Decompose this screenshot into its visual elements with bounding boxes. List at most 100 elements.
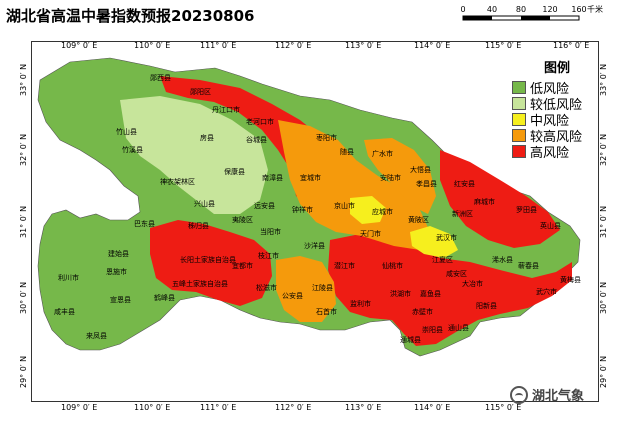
place-label: 罗田县: [516, 206, 537, 214]
lon-label-top: 111° 0′ E: [200, 41, 236, 50]
region-lower-risk: [120, 96, 268, 214]
place-label: 安陆市: [380, 173, 401, 182]
place-label: 嘉鱼县: [420, 289, 441, 298]
lon-label-top: 113° 0′ E: [345, 41, 381, 50]
place-label: 蕲春县: [518, 261, 539, 270]
region-high-risk: [440, 150, 560, 248]
place-label: 浠水县: [492, 255, 513, 264]
lat-label-right: 30° 0′ N: [599, 282, 608, 314]
place-label: 宜城市: [300, 173, 321, 182]
place-label: 咸丰县: [54, 307, 75, 316]
legend-label: 低风险: [530, 81, 570, 97]
lat-label-left: 33° 0′ N: [19, 64, 28, 96]
place-label: 老河口市: [246, 117, 274, 126]
place-label: 宜都市: [232, 261, 253, 270]
place-label: 竹溪县: [122, 145, 143, 154]
legend-item-higher: 较高风险: [512, 127, 602, 145]
place-label: 洪湖市: [390, 289, 411, 298]
place-label: 公安县: [282, 291, 303, 300]
legend-swatch: [512, 80, 526, 94]
place-label: 松滋市: [256, 283, 277, 292]
legend-label: 高风险: [530, 145, 570, 161]
lon-label-bottom: 112° 0′ E: [275, 403, 311, 412]
place-label: 京山市: [334, 201, 355, 210]
region-higher-risk: [278, 120, 430, 250]
lat-label-right: 29° 0′ N: [599, 356, 608, 388]
place-label: 麻城市: [474, 197, 495, 206]
legend-label: 较高风险: [530, 129, 583, 145]
lon-label-bottom: 110° 0′ E: [134, 403, 170, 412]
region-high-risk: [328, 234, 572, 346]
place-label: 红安县: [454, 179, 475, 188]
place-label: 远安县: [254, 201, 275, 210]
place-label: 秭归县: [188, 221, 209, 230]
lon-label-top: 112° 0′ E: [275, 41, 311, 50]
region-higher-risk: [364, 138, 436, 214]
place-label: 丹江口市: [212, 105, 240, 114]
place-label: 建始县: [108, 249, 129, 258]
place-label: 阳新县: [476, 301, 497, 310]
place-label: 当阳市: [260, 227, 281, 236]
place-label: 广水市: [372, 149, 393, 158]
place-label: 英山县: [540, 221, 561, 230]
legend-swatch: [512, 96, 526, 110]
place-label: 随县: [340, 147, 354, 156]
legend-item-lower: 较低风险: [512, 95, 602, 113]
place-label: 南漳县: [262, 173, 283, 182]
place-label: 长阳土家族自治县: [180, 255, 236, 264]
lat-label-left: 31° 0′ N: [19, 206, 28, 238]
place-label: 兴山县: [194, 199, 215, 208]
place-label: 钟祥市: [292, 205, 313, 214]
lat-label-right: 31° 0′ N: [599, 206, 608, 238]
lon-label-bottom: 114° 0′ E: [414, 403, 450, 412]
place-label: 鹤峰县: [154, 293, 175, 302]
scale-tick: 160: [571, 5, 586, 14]
lon-label-bottom: 113° 0′ E: [345, 403, 381, 412]
legend-item-low: 低风险: [512, 79, 602, 97]
lat-label-left: 32° 0′ N: [19, 134, 28, 166]
place-label: 大悟县: [410, 165, 431, 174]
place-label: 赤壁市: [412, 307, 433, 316]
wechat-logo-icon: [510, 385, 528, 404]
lat-label-right: 32° 0′ N: [599, 134, 608, 166]
legend-item-medium: 中风险: [512, 111, 602, 129]
scale-tick: 40: [487, 5, 497, 14]
place-label: 郧西县: [150, 74, 171, 82]
lat-label-right: 33° 0′ N: [599, 64, 608, 96]
map-title: 湖北省高温中暑指数预报20230806: [6, 7, 255, 25]
place-label: 谷城县: [246, 135, 267, 144]
legend-label: 较低风险: [530, 97, 583, 113]
place-label: 孝昌县: [416, 180, 437, 188]
place-label: 江夏区: [432, 256, 453, 264]
lat-label-left: 30° 0′ N: [19, 282, 28, 314]
watermark: 湖北气象: [510, 385, 584, 404]
legend: 图例 低风险 较低风险 中风险 较高风险 高风险: [512, 57, 602, 161]
place-label: 宣恩县: [110, 295, 131, 304]
place-label: 武汉市: [436, 233, 457, 242]
place-label: 江陵县: [312, 283, 333, 292]
place-label: 神农架林区: [160, 177, 195, 186]
place-label: 保康县: [224, 167, 245, 176]
region-medium-risk: [350, 196, 386, 224]
place-label: 房县: [200, 133, 214, 142]
place-label: 通城县: [400, 335, 421, 344]
legend-swatch: [512, 144, 526, 158]
legend-swatch: [512, 112, 526, 126]
place-label: 郧阳区: [190, 87, 211, 96]
place-label: 大冶市: [462, 279, 483, 288]
place-label: 武穴市: [536, 287, 557, 296]
place-label: 潜江市: [334, 261, 355, 270]
scale-unit: 千米: [587, 4, 603, 14]
region-higher-risk: [276, 256, 336, 322]
scale-tick: 0: [460, 5, 465, 14]
place-label: 仙桃市: [382, 261, 403, 270]
place-label: 天门市: [360, 229, 381, 238]
place-label: 夷陵区: [232, 215, 253, 224]
place-label: 通山县: [448, 323, 469, 332]
lon-label-top: 116° 0′ E: [553, 41, 589, 50]
place-label: 巴东县: [134, 219, 155, 228]
place-label: 五峰土家族自治县: [172, 279, 228, 288]
place-label: 崇阳县: [422, 325, 443, 334]
place-label: 咸安区: [446, 269, 467, 278]
